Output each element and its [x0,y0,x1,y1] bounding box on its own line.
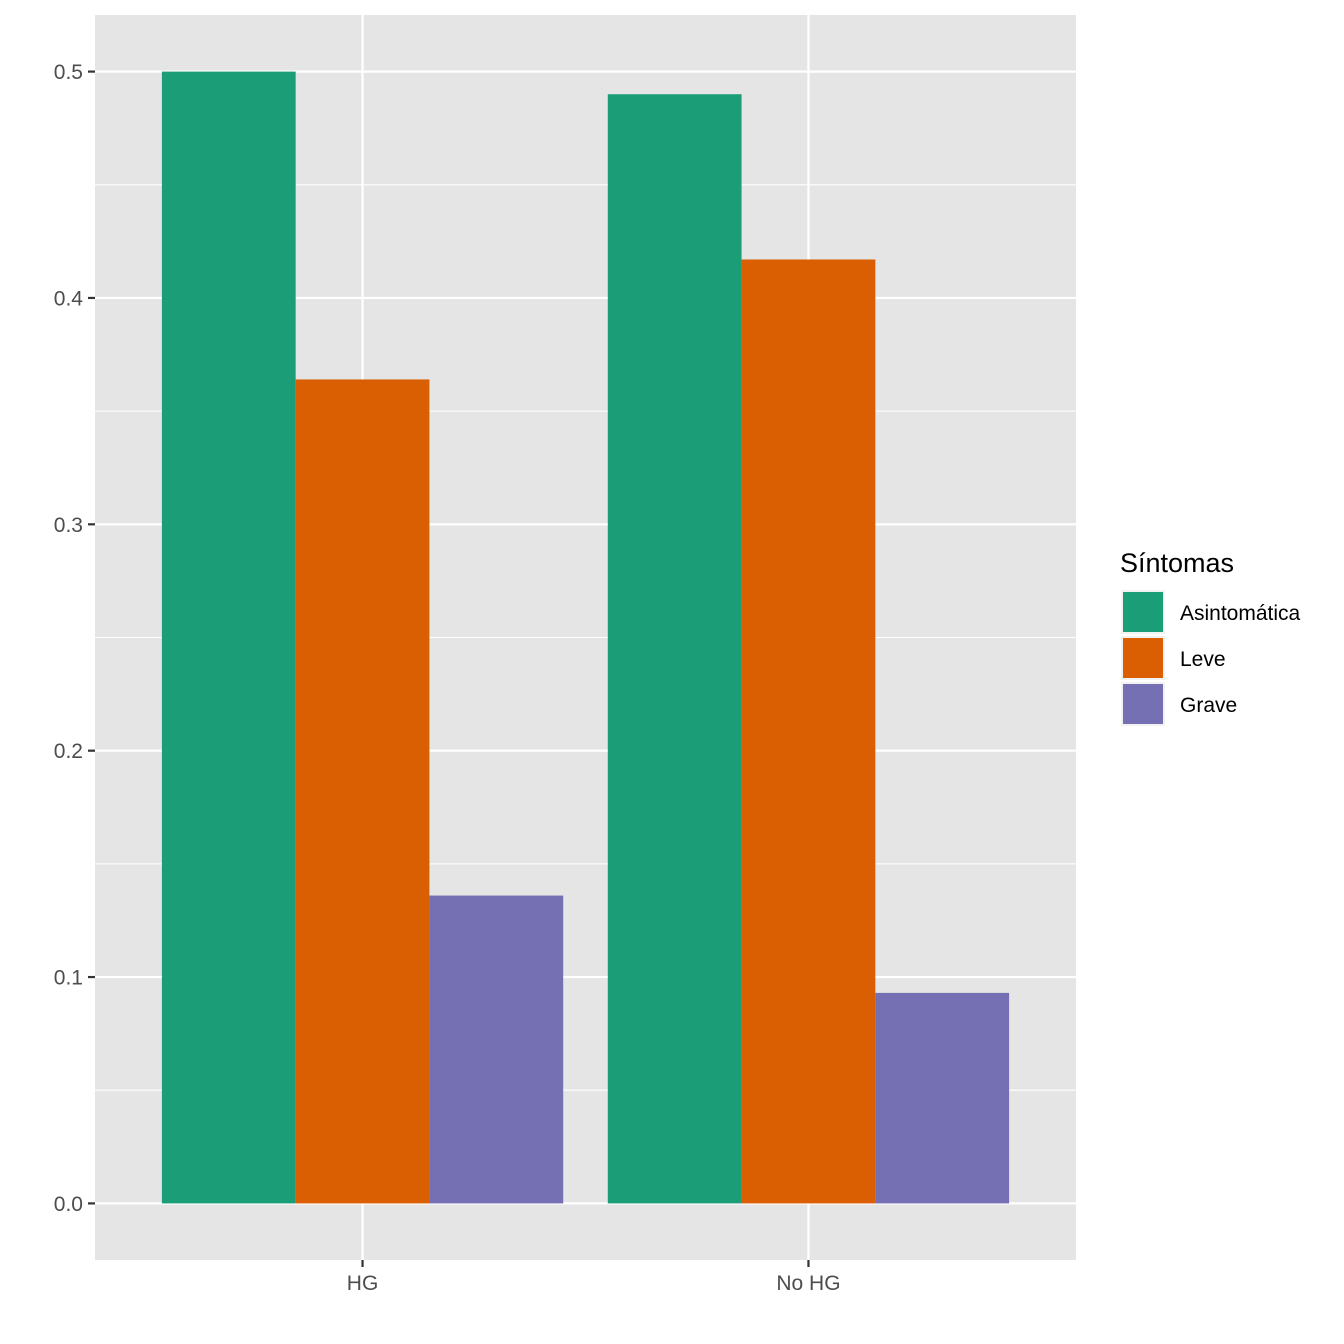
legend-label: Leve [1180,648,1226,671]
bar [741,259,876,1204]
bars [161,71,1010,1204]
bar [607,94,742,1204]
y-tick-label: 0.2 [54,740,83,763]
y-tick-label: 0.4 [54,287,84,310]
legend-swatch [1123,638,1163,678]
legend-items: Asintomática Leve Grave [1121,590,1301,726]
legend-label: Asintomática [1180,602,1301,625]
y-tick-label: 0.3 [54,514,83,537]
y-axis: 0.0 0.1 0.2 0.3 0.4 0.5 [54,61,95,1216]
bar [161,71,296,1204]
legend-label: Grave [1180,694,1237,717]
x-tick-label: HG [347,1272,379,1295]
legend-title: Síntomas [1120,548,1234,578]
bar [295,379,430,1204]
bar [875,992,1010,1204]
y-tick-label: 0.1 [54,967,83,990]
y-tick-label: 0.0 [54,1193,83,1216]
bar [429,895,564,1204]
x-axis: HG No HG [347,1260,841,1295]
y-tick-label: 0.5 [54,61,83,84]
x-tick-label: No HG [776,1272,840,1295]
legend-swatch [1123,684,1163,724]
legend-swatch [1123,592,1163,632]
legend: Síntomas Asintomática Leve Grave [1120,548,1301,726]
